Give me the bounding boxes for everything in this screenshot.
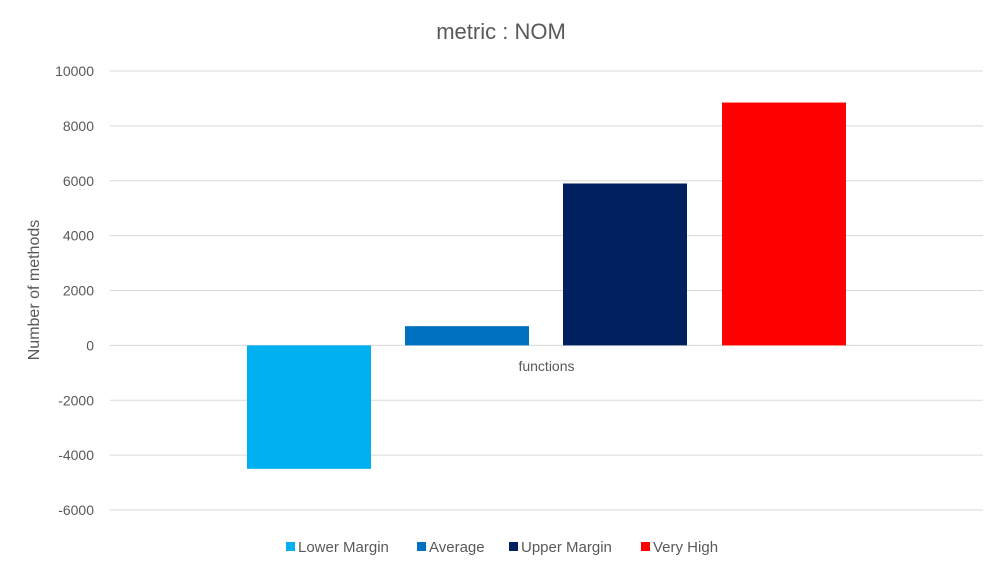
bar-very-high: [722, 102, 846, 346]
legend-item-very-high: Very High: [641, 539, 718, 556]
y-tick-label: 2000: [63, 283, 94, 299]
y-tick-label: -6000: [58, 502, 94, 518]
x-category-label: functions: [518, 358, 574, 374]
legend-item-average: Average: [417, 539, 485, 556]
legend-swatch: [417, 542, 426, 551]
bar-lower-margin: [247, 345, 371, 469]
y-axis-ticks: -6000 -4000 -2000 0 2000 4000 6000 8000 10000: [55, 63, 94, 518]
y-tick-label: 0: [86, 337, 94, 353]
legend-swatch: [509, 542, 518, 551]
chart-title: metric : NOM: [436, 19, 566, 44]
y-tick-label: 6000: [63, 173, 94, 189]
legend: Lower Margin Average Upper Margin Very High: [286, 539, 718, 556]
y-tick-label: 4000: [63, 228, 94, 244]
legend-label: Upper Margin: [521, 539, 612, 556]
y-tick-label: -2000: [58, 392, 94, 408]
legend-swatch: [641, 542, 650, 551]
legend-swatch: [286, 542, 295, 551]
legend-label: Average: [429, 539, 485, 556]
y-tick-label: -4000: [58, 447, 94, 463]
legend-item-upper-margin: Upper Margin: [509, 539, 612, 556]
gridlines: [110, 70, 983, 511]
bars: [247, 102, 846, 469]
y-tick-label: 10000: [55, 63, 94, 79]
y-axis-title: Number of methods: [26, 220, 43, 361]
legend-label: Lower Margin: [298, 539, 389, 556]
y-tick-label: 8000: [63, 118, 94, 134]
legend-item-lower-margin: Lower Margin: [286, 539, 389, 556]
legend-label: Very High: [653, 539, 718, 556]
bar-average: [405, 326, 529, 346]
category-labels: functions: [518, 358, 574, 374]
bar-upper-margin: [563, 183, 687, 346]
